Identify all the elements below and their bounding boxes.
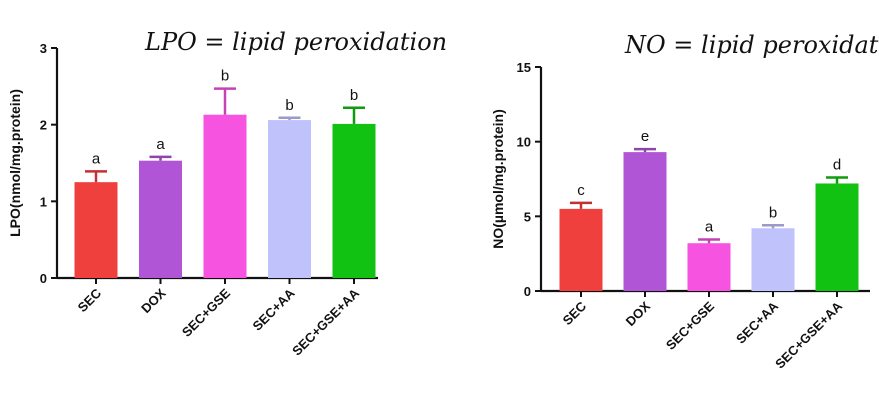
category-label: SEC+GSE — [179, 285, 234, 340]
left-annotation: LPO = lipid peroxidation — [144, 28, 447, 56]
y-axis-title: NO(µmol/mg.protein) — [490, 109, 506, 249]
significance-label: b — [350, 87, 358, 104]
category-label: SEC+AA — [249, 285, 298, 334]
y-tick-label: 3 — [40, 41, 47, 56]
y-axis-title: LPO(nmol/mg.protein) — [7, 89, 23, 237]
y-tick-label: 0 — [40, 271, 47, 286]
significance-label: d — [833, 157, 841, 174]
significance-label: a — [705, 218, 714, 235]
category-label: SEC — [75, 285, 105, 315]
y-tick-label: 0 — [524, 284, 531, 299]
bar — [268, 120, 311, 278]
bar — [687, 243, 731, 291]
significance-label: b — [769, 204, 777, 221]
category-label: SEC — [560, 298, 590, 328]
category-label: DOX — [623, 298, 654, 329]
category-label: SEC+GSE+AA — [289, 285, 362, 358]
y-tick-label: 10 — [517, 135, 531, 150]
significance-label: a — [156, 136, 165, 153]
bar — [332, 123, 376, 279]
category-label: SEC+GSE — [663, 298, 718, 353]
y-tick-label: 1 — [40, 194, 47, 209]
bar — [815, 183, 859, 291]
significance-label: e — [641, 128, 649, 145]
right-annotation: NO = lipid peroxidation — [624, 31, 879, 59]
category-label: SEC+AA — [733, 298, 782, 347]
no-chart: 0 5 10 15 NO(µmol/mg.protein) c SEC e DOX a SEC+GS… — [490, 60, 870, 371]
category-label: DOX — [138, 285, 169, 316]
bar — [751, 228, 795, 291]
bar — [203, 114, 247, 278]
lpo-chart: 0 1 2 3 LPO(nmol/mg.protein) a SEC a DOX b SEC+GSE… — [7, 41, 378, 358]
significance-label: c — [577, 182, 585, 199]
y-tick-label: 5 — [524, 209, 531, 224]
y-tick-label: 2 — [40, 118, 47, 133]
significance-label: a — [92, 150, 101, 167]
bar — [74, 182, 118, 278]
y-tick-label: 15 — [517, 60, 531, 75]
bar — [139, 160, 182, 278]
bar — [623, 152, 667, 291]
significance-label: b — [221, 68, 229, 85]
bar — [559, 208, 603, 291]
significance-label: b — [285, 97, 293, 114]
category-label: SEC+GSE+AA — [772, 298, 845, 371]
